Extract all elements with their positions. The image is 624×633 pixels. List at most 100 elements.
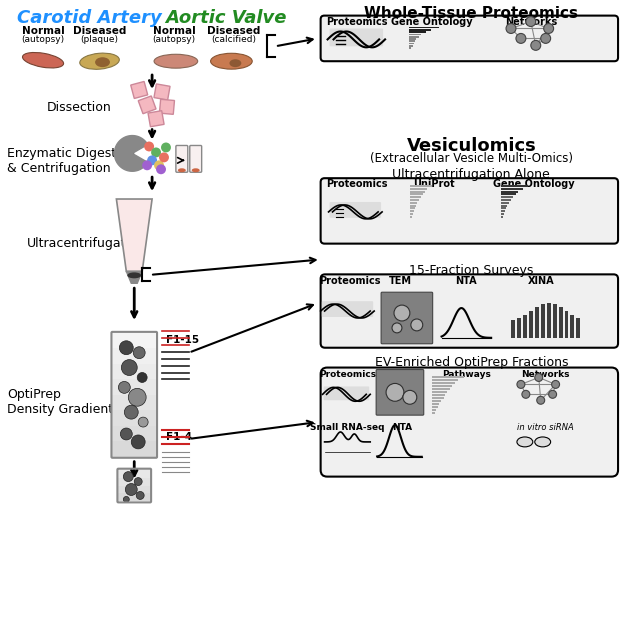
- Circle shape: [124, 496, 129, 503]
- Bar: [432, 400, 441, 402]
- Circle shape: [156, 165, 166, 174]
- Polygon shape: [126, 272, 142, 284]
- Text: Enzymatic Digestion
& Centrifugation: Enzymatic Digestion & Centrifugation: [7, 147, 135, 175]
- Circle shape: [151, 147, 161, 158]
- Circle shape: [142, 160, 152, 170]
- Bar: [119, 477, 150, 486]
- Text: NTA: NTA: [456, 277, 477, 286]
- Circle shape: [392, 323, 402, 333]
- FancyBboxPatch shape: [321, 274, 618, 348]
- Bar: [553, 304, 557, 338]
- Ellipse shape: [210, 53, 252, 69]
- Text: F1-4: F1-4: [166, 432, 192, 442]
- Circle shape: [124, 472, 134, 482]
- Bar: [410, 208, 416, 210]
- Bar: [577, 318, 580, 338]
- Circle shape: [537, 396, 545, 404]
- Bar: [112, 425, 156, 441]
- Bar: [409, 31, 426, 33]
- Circle shape: [386, 384, 404, 401]
- Text: Networks: Networks: [505, 16, 557, 27]
- Bar: [432, 382, 456, 384]
- Ellipse shape: [80, 53, 119, 69]
- Text: Aortic Valve: Aortic Valve: [165, 9, 286, 27]
- Bar: [410, 199, 419, 201]
- Text: in vitro siRNA: in vitro siRNA: [517, 423, 574, 432]
- Bar: [570, 315, 575, 338]
- Text: Gene Ontology: Gene Ontology: [391, 16, 472, 27]
- Bar: [432, 412, 435, 414]
- Bar: [410, 210, 414, 212]
- Bar: [565, 311, 568, 338]
- Text: Carotid Artery: Carotid Artery: [17, 9, 162, 27]
- Bar: [410, 194, 423, 196]
- FancyBboxPatch shape: [190, 146, 202, 172]
- Bar: [112, 348, 156, 364]
- Bar: [410, 196, 421, 198]
- Bar: [501, 185, 529, 187]
- Ellipse shape: [154, 54, 198, 68]
- Bar: [501, 213, 504, 215]
- FancyBboxPatch shape: [376, 370, 424, 415]
- Circle shape: [136, 491, 144, 499]
- Bar: [409, 41, 415, 42]
- Text: Whole-Tissue Proteomics: Whole-Tissue Proteomics: [364, 6, 578, 21]
- Bar: [409, 42, 414, 44]
- Text: Pathways: Pathways: [442, 370, 491, 379]
- Bar: [119, 492, 150, 501]
- Bar: [112, 410, 156, 426]
- Bar: [432, 385, 452, 387]
- Bar: [535, 307, 539, 338]
- Circle shape: [144, 142, 154, 151]
- Bar: [409, 34, 421, 35]
- Bar: [409, 27, 439, 28]
- Circle shape: [131, 435, 145, 449]
- Bar: [119, 484, 150, 494]
- Ellipse shape: [192, 168, 200, 172]
- Bar: [501, 188, 524, 190]
- Bar: [517, 318, 521, 338]
- Circle shape: [124, 405, 138, 419]
- FancyBboxPatch shape: [139, 96, 156, 114]
- Text: TEM: TEM: [391, 370, 412, 379]
- Circle shape: [134, 347, 145, 359]
- Text: OptiPrep
Density Gradient: OptiPrep Density Gradient: [7, 388, 114, 417]
- Bar: [410, 213, 413, 215]
- Text: Proteomics: Proteomics: [319, 277, 381, 286]
- Ellipse shape: [535, 437, 550, 447]
- Bar: [501, 210, 505, 212]
- Text: Diseased: Diseased: [207, 27, 260, 37]
- Bar: [432, 406, 437, 408]
- Text: XINA: XINA: [527, 277, 554, 286]
- Ellipse shape: [127, 272, 141, 279]
- Bar: [112, 441, 156, 457]
- Text: Small RNA-seq: Small RNA-seq: [310, 423, 384, 432]
- Text: 15-Fraction Surveys: 15-Fraction Surveys: [409, 264, 534, 277]
- Text: Dissection: Dissection: [47, 101, 112, 115]
- FancyBboxPatch shape: [176, 146, 188, 172]
- FancyBboxPatch shape: [381, 292, 432, 344]
- Bar: [501, 204, 507, 206]
- Bar: [112, 394, 156, 410]
- Circle shape: [119, 382, 130, 393]
- Text: Proteomics: Proteomics: [326, 179, 388, 189]
- Bar: [432, 403, 439, 405]
- Polygon shape: [114, 135, 148, 172]
- Bar: [432, 409, 436, 411]
- Bar: [432, 376, 464, 379]
- Circle shape: [147, 155, 157, 165]
- Bar: [432, 379, 459, 382]
- Bar: [409, 45, 412, 47]
- FancyBboxPatch shape: [321, 368, 618, 477]
- Text: (autopsy): (autopsy): [152, 35, 195, 44]
- Bar: [501, 191, 519, 192]
- Bar: [501, 202, 509, 204]
- Bar: [432, 391, 447, 393]
- Ellipse shape: [230, 60, 241, 67]
- Text: Normal: Normal: [22, 27, 64, 37]
- Circle shape: [548, 391, 557, 398]
- Circle shape: [129, 389, 146, 406]
- Circle shape: [517, 380, 525, 389]
- Circle shape: [535, 373, 543, 382]
- Bar: [501, 216, 503, 218]
